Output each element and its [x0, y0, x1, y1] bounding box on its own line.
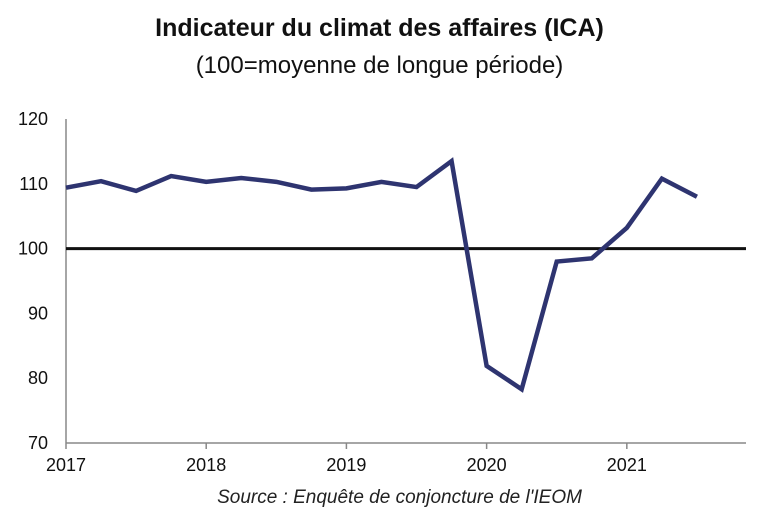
y-tick-label: 120 — [18, 109, 48, 129]
y-tick-label: 90 — [28, 303, 48, 323]
y-tick-label: 100 — [18, 239, 48, 259]
chart-title: Indicateur du climat des affaires (ICA) — [155, 14, 604, 42]
chart-subtitle: (100=moyenne de longue période) — [195, 52, 564, 79]
x-tick-label: 2021 — [607, 455, 647, 475]
y-tick-label: 80 — [28, 368, 48, 388]
y-tick-label: 110 — [19, 174, 48, 194]
x-tick-label: 2019 — [326, 455, 366, 475]
x-tick-label: 2020 — [467, 455, 507, 475]
y-tick-label: 70 — [28, 433, 48, 453]
source-note: Source : Enquête de conjoncture de l'IEO… — [217, 487, 582, 508]
x-tick-label: 2018 — [186, 455, 226, 475]
x-tick-label: 2017 — [46, 455, 86, 475]
ica-series-line — [65, 157, 698, 393]
